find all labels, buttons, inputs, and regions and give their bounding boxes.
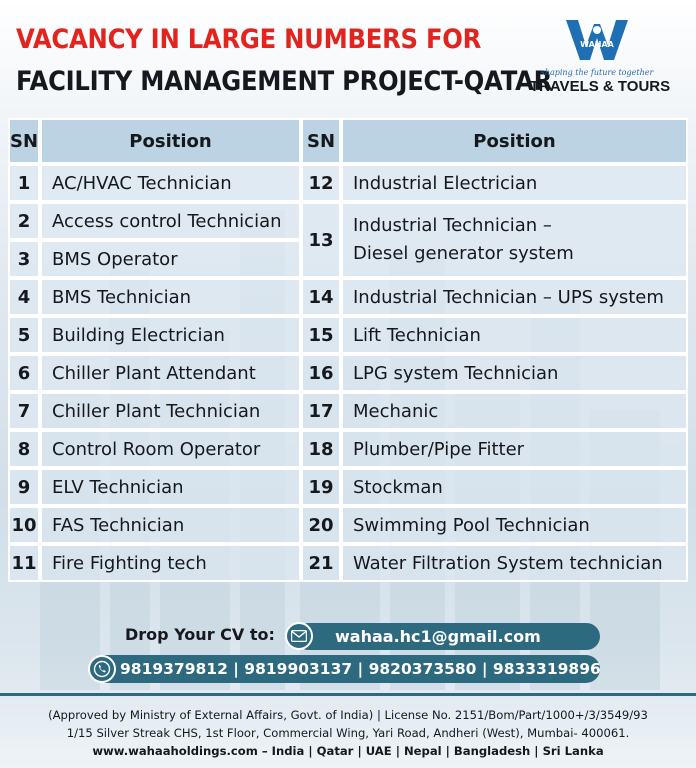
row-position: Industrial Technician – UPS system [341,278,688,316]
position-text: Stockman [353,476,443,498]
position-text: LPG system Technician [353,362,559,384]
row-sn: 2 [8,202,40,240]
row-sn: 10 [8,506,40,544]
row-position: Control Room Operator [40,430,301,468]
row-sn: 4 [8,278,40,316]
row-sn: 13 [301,202,341,278]
position-text: Access control Technician [52,210,282,232]
row-sn: 6 [8,354,40,392]
row-sn: 5 [8,316,40,354]
row-sn: 18 [301,430,341,468]
whatsapp-phone-icon [88,655,116,683]
row-sn: 16 [301,354,341,392]
row-position: FAS Technician [40,506,301,544]
header-sn-left: SN [8,118,40,164]
row-position: Building Electrician [40,316,301,354]
row-sn: 7 [8,392,40,430]
row-position: Stockman [341,468,688,506]
row-position: BMS Technician [40,278,301,316]
position-text: Swimming Pool Technician [353,514,590,536]
position-text-line2: Diesel generator system [353,243,574,264]
row-position: LPG system Technician [341,354,688,392]
header-position-right: Position [341,118,688,164]
row-sn: 15 [301,316,341,354]
row-sn: 1 [8,164,40,202]
row-position: Chiller Plant Technician [40,392,301,430]
position-text: Mechanic [353,400,439,422]
wahaa-logo-icon [566,20,628,60]
row-position: ELV Technician [40,468,301,506]
logo-subtitle: TRAVELS & TOURS [529,78,671,95]
header-sn-right: SN [301,118,341,164]
row-position: Industrial Technician – Diesel generator… [341,202,688,278]
email-address[interactable]: wahaa.hc1@gmail.com [335,627,541,646]
row-sn: 21 [301,544,341,582]
logo-name: WAHAA [580,40,614,49]
row-position: BMS Operator [40,240,301,278]
phone-numbers[interactable]: 9819379812 | 9819903137 | 9820373580 | 9… [120,660,601,678]
row-position: Industrial Electrician [341,164,688,202]
row-position: Plumber/Pipe Fitter [341,430,688,468]
position-text: Plumber/Pipe Fitter [353,438,525,460]
email-pill[interactable]: wahaa.hc1@gmail.com [295,623,600,650]
position-text: Industrial Electrician [353,172,538,194]
footer-website[interactable]: www.wahaaholdings.com – India | Qatar | … [92,744,604,758]
row-position: Mechanic [341,392,688,430]
row-sn: 19 [301,468,341,506]
row-position: Fire Fighting tech [40,544,301,582]
position-text: BMS Operator [52,248,178,270]
row-sn: 20 [301,506,341,544]
position-text: Chiller Plant Technician [52,400,261,422]
row-sn: 8 [8,430,40,468]
position-text: Water Filtration System technician [353,552,663,574]
footer-divider [0,693,696,696]
position-text-line1: Industrial Technician – [353,215,552,236]
row-sn: 11 [8,544,40,582]
phone-pill[interactable]: 9819379812 | 9819903137 | 9820373580 | 9… [92,655,601,683]
row-sn: 17 [301,392,341,430]
footer-address: 1/15 Silver Streak CHS, 1st Floor, Comme… [66,726,630,740]
company-logo: WAHAA shaping the future together TRAVEL… [520,16,680,96]
header-position-left: Position [40,118,301,164]
cv-label: Drop Your CV to: [125,625,275,644]
footer-approval: (Approved by Ministry of External Affair… [48,708,648,722]
row-position: Lift Technician [341,316,688,354]
headline-project: FACILITY MANAGEMENT PROJECT-QATAR [16,66,553,97]
position-text: Industrial Technician – UPS system [353,286,664,308]
row-position: Swimming Pool Technician [341,506,688,544]
row-sn: 12 [301,164,341,202]
position-text: Control Room Operator [52,438,261,460]
position-text: BMS Technician [52,286,192,308]
logo-tagline: shaping the future together [540,68,654,77]
row-position: Water Filtration System technician [341,544,688,582]
headline-vacancy: VACANCY IN LARGE NUMBERS FOR [16,24,482,55]
position-text: Fire Fighting tech [52,552,207,574]
position-text: Chiller Plant Attendant [52,362,256,384]
row-sn: 3 [8,240,40,278]
row-position: Access control Technician [40,202,301,240]
position-text: AC/HVAC Technician [52,172,232,194]
position-text: FAS Technician [52,514,185,536]
position-text: ELV Technician [52,476,184,498]
row-sn: 14 [301,278,341,316]
row-position: AC/HVAC Technician [40,164,301,202]
position-text: Building Electrician [52,324,225,346]
position-text: Lift Technician [353,324,481,346]
envelope-icon [285,622,313,650]
row-sn: 9 [8,468,40,506]
row-position: Chiller Plant Attendant [40,354,301,392]
